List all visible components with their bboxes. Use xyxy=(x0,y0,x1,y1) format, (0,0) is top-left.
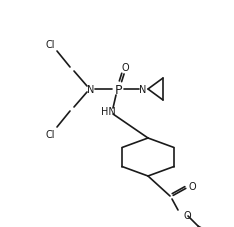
Text: N: N xyxy=(139,85,147,95)
Text: P: P xyxy=(114,83,122,96)
Text: O: O xyxy=(188,181,196,191)
Text: O: O xyxy=(121,63,129,73)
Text: N: N xyxy=(87,85,95,95)
Text: Cl: Cl xyxy=(45,129,55,139)
Text: HN: HN xyxy=(101,106,115,116)
Text: O: O xyxy=(183,210,191,220)
Text: Cl: Cl xyxy=(45,40,55,50)
